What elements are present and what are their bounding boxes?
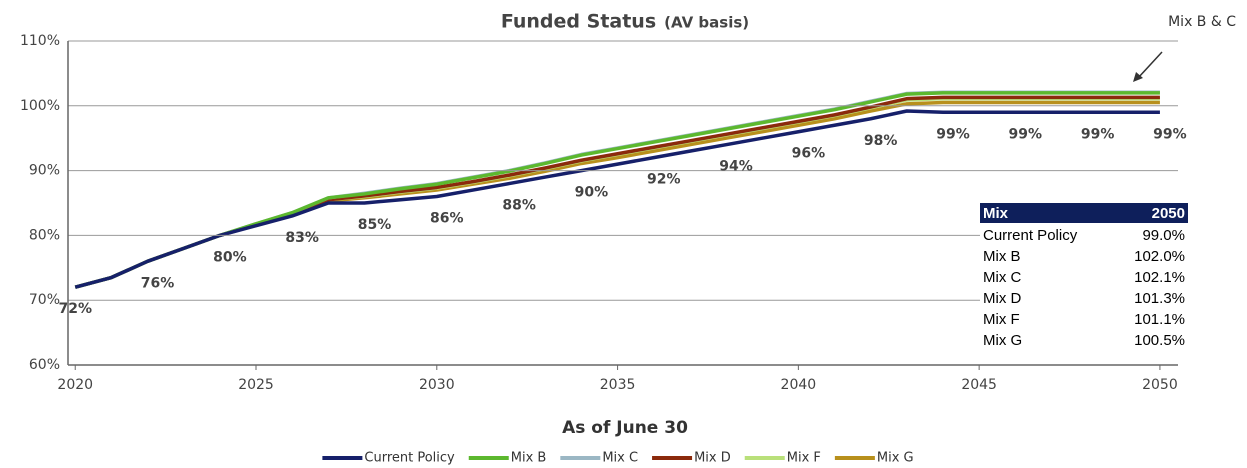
plot — [74, 90, 1160, 289]
data-label: 99% — [1009, 126, 1043, 142]
x-tick-label: 2020 — [57, 377, 93, 393]
arrow-head — [1133, 72, 1143, 82]
legend-label: Mix F — [787, 451, 821, 466]
table-cell: Mix F — [983, 311, 1020, 328]
series-line — [74, 91, 1160, 289]
table-cell: 102.0% — [1134, 248, 1185, 265]
y-tick-label: 90% — [29, 163, 60, 179]
x-tick-label: 2040 — [781, 377, 817, 393]
data-label: 99% — [936, 126, 970, 142]
data-label: 96% — [792, 146, 826, 162]
chart-title: Funded Status — [501, 11, 656, 33]
data-label: 80% — [213, 249, 247, 265]
y-tick-label: 60% — [29, 357, 60, 373]
y-tick-label: 80% — [29, 227, 60, 243]
table-cell: Mix B — [983, 248, 1021, 265]
data-label: 76% — [141, 275, 175, 291]
x-tick-label: 2025 — [238, 377, 274, 393]
table-bg — [980, 223, 1188, 353]
table-cell: Mix D — [983, 290, 1021, 307]
table-header-bg — [980, 203, 1188, 223]
data-label: 90% — [575, 185, 609, 201]
x-axis-label: As of June 30 — [562, 418, 688, 438]
data-label: 94% — [719, 159, 753, 175]
table-header: Mix — [983, 205, 1009, 222]
legend-label: Mix B — [511, 451, 547, 466]
y-tick-label: 110% — [20, 33, 60, 49]
x-tick-label: 2045 — [961, 377, 997, 393]
x-tick-label: 2050 — [1142, 377, 1178, 393]
data-label: 86% — [430, 211, 464, 227]
chart-subtitle: (AV basis) — [664, 14, 749, 32]
legend-label: Mix D — [694, 451, 731, 466]
table-cell: 101.3% — [1134, 290, 1185, 307]
table-header: 2050 — [1152, 205, 1185, 222]
table-cell: 99.0% — [1142, 227, 1185, 244]
table-cell: 101.1% — [1134, 311, 1185, 328]
data-label: 72% — [58, 301, 92, 317]
y-tick-label: 70% — [29, 292, 60, 308]
data-label: 85% — [358, 217, 392, 233]
legend-label: Mix G — [877, 451, 914, 466]
table-cell: 102.1% — [1134, 269, 1185, 286]
data-label: 92% — [647, 172, 681, 188]
x-tick-label: 2030 — [419, 377, 455, 393]
table-cell: Current Policy — [983, 227, 1078, 244]
legend-label: Current Policy — [364, 451, 455, 466]
data-label: 99% — [1153, 126, 1187, 142]
legend-label: Mix C — [602, 451, 638, 466]
series-line — [74, 109, 1160, 289]
table-cell: Mix C — [983, 269, 1021, 286]
data-label: 98% — [864, 133, 898, 149]
y-tick-label: 100% — [20, 98, 60, 114]
table-cell: Mix G — [983, 332, 1022, 349]
data-label: 83% — [285, 230, 319, 246]
annotation: Mix B & C — [1168, 14, 1236, 30]
data-label: 99% — [1081, 126, 1115, 142]
x-tick-label: 2035 — [600, 377, 636, 393]
annotation-arrow — [1137, 51, 1163, 79]
table-cell: 100.5% — [1134, 332, 1185, 349]
data-label: 88% — [502, 198, 536, 214]
